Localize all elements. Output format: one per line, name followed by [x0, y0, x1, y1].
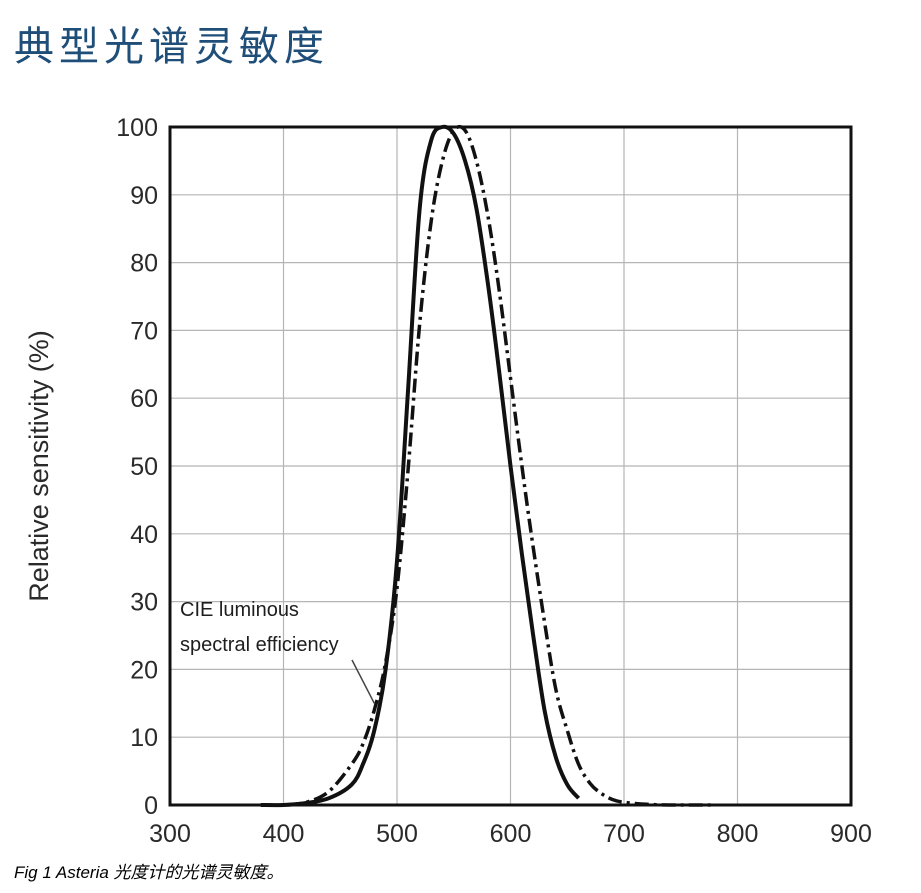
caption-suffix: 光度计的光谱灵敏度。: [108, 863, 284, 882]
y-tick-label: 20: [130, 656, 158, 684]
y-axis-label: Relative sensitivity (%): [24, 330, 54, 602]
x-tick-label: 400: [263, 820, 305, 848]
x-tick-label: 700: [603, 820, 645, 848]
y-tick-label: 40: [130, 521, 158, 549]
y-tick-label: 30: [130, 589, 158, 617]
x-tick-label: 600: [490, 820, 532, 848]
y-tick-label: 90: [130, 182, 158, 210]
x-tick-label: 900: [830, 820, 872, 848]
y-tick-label: 80: [130, 250, 158, 278]
figure-caption: Fig 1 Asteria 光度计的光谱灵敏度。: [14, 858, 284, 883]
x-tick-label: 500: [376, 820, 418, 848]
y-tick-labels: 0 10 20 30 40 50 60 70 80 90 100: [116, 114, 158, 820]
y-tick-label: 100: [116, 114, 158, 142]
y-tick-label: 10: [130, 724, 158, 752]
annotation-line-1: CIE luminous: [180, 599, 299, 621]
y-tick-label: 50: [130, 453, 158, 481]
y-tick-label: 0: [144, 792, 158, 820]
caption-prefix: Fig 1 Asteria: [14, 863, 109, 882]
annotation-line-2: spectral efficiency: [180, 634, 339, 656]
y-tick-label: 60: [130, 385, 158, 413]
cie-annotation: CIE luminous spectral efficiency: [180, 599, 375, 704]
plot-frame: [168, 125, 853, 807]
x-tick-label: 800: [717, 820, 759, 848]
y-tick-label: 70: [130, 317, 158, 345]
annotation-pointer: [351, 659, 375, 704]
cie-luminous-efficiency-line: [260, 124, 715, 807]
page-title: 典型光谱灵敏度: [14, 24, 329, 70]
x-tick-labels: 300 400 500 600 700 800 900: [149, 820, 872, 848]
x-tick-label: 300: [149, 820, 191, 848]
